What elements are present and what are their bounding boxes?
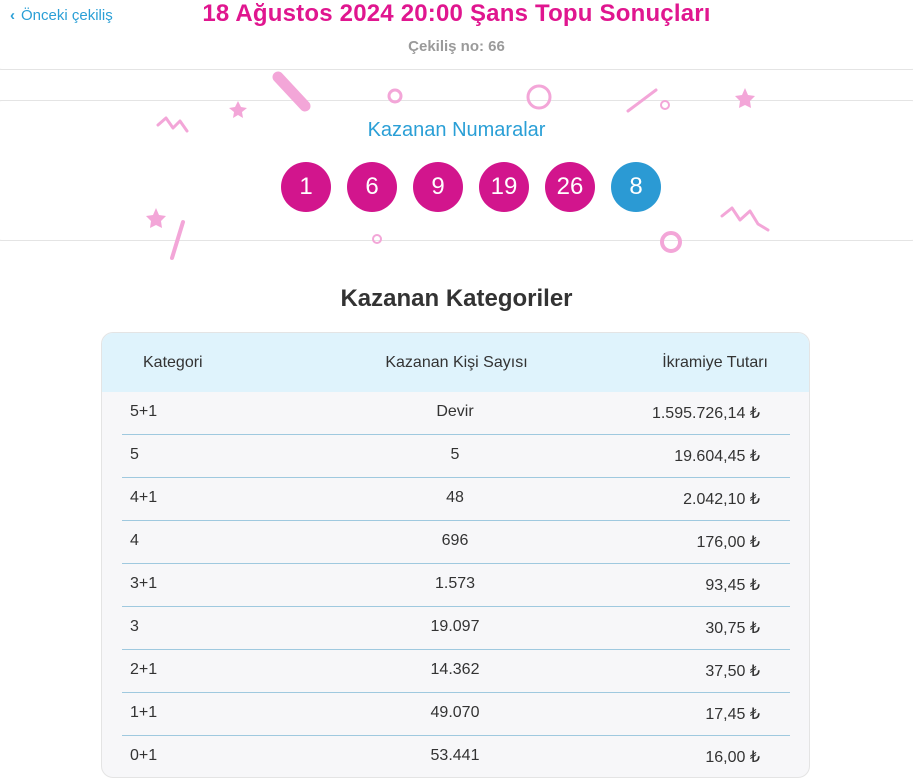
chevron-left-icon: ‹: [10, 7, 15, 24]
table-row: 5 5 19.604,45 ₺: [122, 435, 790, 478]
prize-categories-table: Kategori Kazanan Kişi Sayısı İkramiye Tu…: [101, 332, 810, 778]
category-cell: 2+1: [130, 661, 158, 678]
prize-cell: 37,50 ₺: [705, 663, 760, 680]
column-header-prize: İkramiye Tutarı: [662, 354, 768, 371]
prize-cell: 176,00 ₺: [696, 534, 760, 551]
number-ball: 9: [413, 162, 463, 212]
table-row: 0+1 53.441 16,00 ₺: [122, 736, 790, 777]
table-row: 3+1 1.573 93,45 ₺: [122, 564, 790, 607]
winners-cell: 14.362: [430, 661, 480, 678]
prize-cell: 16,00 ₺: [705, 749, 760, 766]
previous-draw-label: Önceki çekiliş: [21, 7, 113, 24]
category-cell: 4: [130, 532, 139, 549]
bonus-number-ball: 8: [611, 162, 661, 212]
table-row: 1+1 49.070 17,45 ₺: [122, 693, 790, 736]
category-cell: 5: [130, 446, 139, 463]
number-ball: 26: [545, 162, 595, 212]
table-body: 5+1 Devir 1.595.726,14 ₺ 5 5 19.604,45 ₺…: [122, 392, 790, 777]
category-cell: 5+1: [130, 403, 158, 420]
category-cell: 3+1: [130, 575, 158, 592]
winners-cell: Devir: [436, 403, 474, 420]
winners-cell: 48: [446, 489, 464, 506]
number-ball: 1: [281, 162, 331, 212]
prize-cell: 2.042,10 ₺: [683, 491, 760, 508]
draw-number: Çekiliş no: 66: [408, 38, 505, 55]
previous-draw-link[interactable]: ‹ Önceki çekiliş: [10, 7, 113, 24]
winners-cell: 49.070: [430, 704, 480, 721]
category-cell: 0+1: [130, 747, 158, 764]
number-ball: 19: [479, 162, 529, 212]
table-row: 3 19.097 30,75 ₺: [122, 607, 790, 650]
winners-cell: 19.097: [430, 618, 480, 635]
category-cell: 1+1: [130, 704, 158, 721]
column-header-category: Kategori: [143, 354, 203, 371]
prize-cell: 1.595.726,14 ₺: [651, 405, 760, 422]
winners-cell: 53.441: [430, 747, 480, 764]
table-header: Kategori Kazanan Kişi Sayısı İkramiye Tu…: [102, 333, 809, 392]
prize-cell: 17,45 ₺: [705, 706, 760, 723]
table-row: 4+1 48 2.042,10 ₺: [122, 478, 790, 521]
number-ball: 6: [347, 162, 397, 212]
column-header-winners: Kazanan Kişi Sayısı: [385, 354, 528, 371]
category-cell: 3: [130, 618, 139, 635]
header-card: [0, 0, 913, 70]
table-row: 5+1 Devir 1.595.726,14 ₺: [122, 392, 790, 435]
table-row: 4 696 176,00 ₺: [122, 521, 790, 564]
table-row: 2+1 14.362 37,50 ₺: [122, 650, 790, 693]
winners-cell: 5: [450, 446, 460, 463]
winning-numbers-row: 1 6 9 19 26 8: [281, 162, 661, 212]
prize-cell: 93,45 ₺: [705, 577, 760, 594]
winning-numbers-title: Kazanan Numaralar: [367, 119, 546, 141]
categories-title: Kazanan Kategoriler: [340, 285, 573, 312]
prize-cell: 19.604,45 ₺: [674, 448, 760, 465]
prize-cell: 30,75 ₺: [705, 620, 760, 637]
page-title: 18 Ağustos 2024 20:00 Şans Topu Sonuçlar…: [202, 0, 711, 27]
winners-cell: 696: [441, 532, 469, 549]
category-cell: 4+1: [130, 489, 158, 506]
winners-cell: 1.573: [434, 575, 476, 592]
